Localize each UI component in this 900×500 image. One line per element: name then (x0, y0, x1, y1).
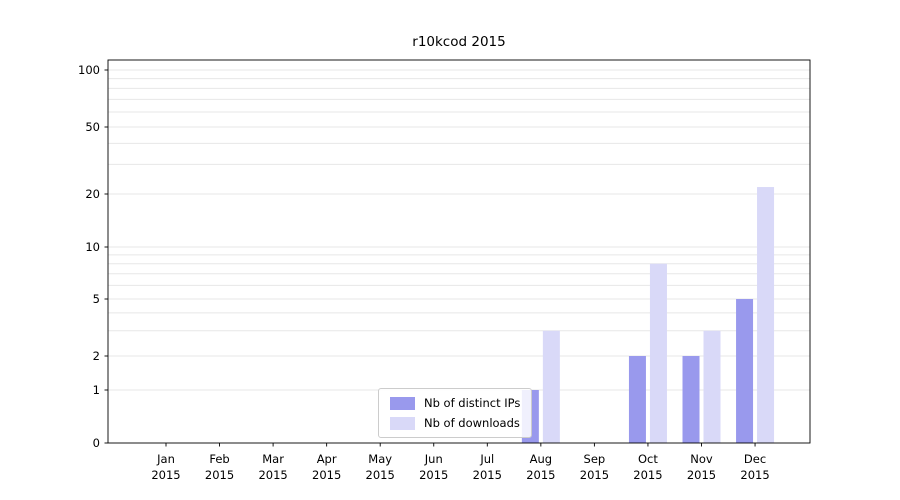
chart-title: r10kcod 2015 (412, 34, 506, 50)
x-tick-label-year: 2015 (740, 468, 769, 482)
x-tick-label-year: 2015 (473, 468, 502, 482)
y-tick-label: 1 (93, 383, 100, 397)
x-tick-label-month: May (368, 452, 392, 466)
x-tick-label-month: Apr (317, 452, 337, 466)
bar-downloads (703, 330, 721, 443)
legend-item-downloads: Nb of downloads (390, 416, 520, 430)
bar-downloads (542, 330, 560, 443)
x-tick-label-year: 2015 (258, 468, 287, 482)
y-tick-label: 2 (93, 349, 100, 363)
x-tick-label-month: Jan (156, 452, 175, 466)
x-tick-label-month: Feb (209, 452, 229, 466)
y-tick-label: 50 (85, 120, 100, 134)
x-tick-label-month: Dec (744, 452, 766, 466)
x-tick-label-month: Nov (690, 452, 713, 466)
legend: Nb of distinct IPs Nb of downloads (378, 388, 533, 438)
bar-downloads (757, 187, 775, 443)
x-tick-label-month: Jul (479, 452, 494, 466)
x-tick-label-year: 2015 (151, 468, 180, 482)
plot-border (107, 59, 811, 444)
bar-distinct-ips (628, 356, 646, 443)
y-tick-label: 0 (93, 436, 100, 450)
legend-item-distinct-ips: Nb of distinct IPs (390, 396, 520, 410)
legend-swatch-distinct-ips (390, 396, 415, 410)
x-tick-label-year: 2015 (526, 468, 555, 482)
x-tick-label-month: Sep (584, 452, 606, 466)
x-tick-label-year: 2015 (580, 468, 609, 482)
y-tick-label: 100 (78, 63, 100, 77)
x-tick-label-year: 2015 (419, 468, 448, 482)
x-tick-label-year: 2015 (366, 468, 395, 482)
y-tick-label: 20 (85, 187, 100, 201)
x-tick-label-month: Mar (262, 452, 284, 466)
x-tick-label-month: Aug (530, 452, 552, 466)
x-tick-label-year: 2015 (312, 468, 341, 482)
x-tick-label-month: Oct (638, 452, 658, 466)
bar-downloads (649, 263, 667, 443)
x-tick-label-month: Jun (424, 452, 443, 466)
x-tick-label-year: 2015 (687, 468, 716, 482)
x-tick-label-year: 2015 (633, 468, 662, 482)
y-tick-label: 10 (85, 240, 100, 254)
legend-label-distinct-ips: Nb of distinct IPs (424, 396, 521, 410)
bar-distinct-ips (736, 299, 754, 443)
legend-label-downloads: Nb of downloads (424, 416, 520, 430)
x-tick-label-year: 2015 (205, 468, 234, 482)
y-tick-label: 5 (93, 292, 100, 306)
bar-distinct-ips (682, 356, 700, 443)
legend-swatch-downloads (390, 416, 415, 430)
